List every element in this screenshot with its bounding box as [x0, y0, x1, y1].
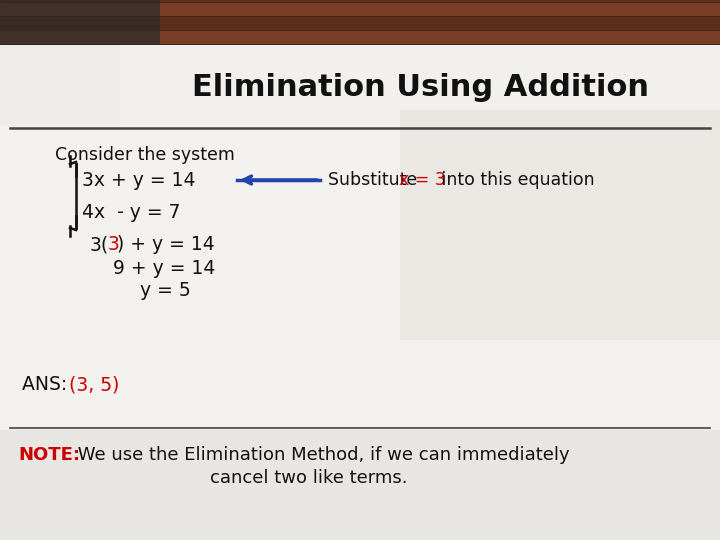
Bar	[120, 70, 720, 450]
Text: 3x + y = 14: 3x + y = 14	[82, 171, 196, 190]
Bar	[0, 430, 720, 540]
Bar	[0, 0, 720, 2]
Bar	[0, 45, 720, 125]
Bar	[0, 30, 720, 44]
Text: 3(: 3(	[90, 235, 109, 254]
Bar	[0, 86, 720, 100]
Text: (3, 5): (3, 5)	[69, 375, 120, 395]
Text: x = 3: x = 3	[399, 171, 446, 189]
Bar	[400, 110, 720, 340]
Text: Consider the system: Consider the system	[55, 146, 235, 164]
Text: NOTE:: NOTE:	[18, 446, 80, 464]
Text: cancel two like terms.: cancel two like terms.	[210, 469, 408, 487]
Bar	[0, 16, 720, 30]
Bar	[0, 70, 120, 450]
Bar	[0, 72, 720, 86]
Text: 4x  - y = 7: 4x - y = 7	[82, 202, 181, 221]
Bar	[0, 0, 160, 100]
Bar	[0, 58, 720, 72]
Text: into this equation: into this equation	[436, 171, 595, 189]
Text: We use the Elimination Method, if we can immediately: We use the Elimination Method, if we can…	[72, 446, 570, 464]
Bar	[120, 45, 720, 125]
Text: 9 + y = 14: 9 + y = 14	[113, 259, 215, 278]
Bar	[0, 0, 720, 100]
Bar	[0, 2, 720, 16]
Text: Elimination Using Addition: Elimination Using Addition	[192, 72, 649, 102]
Text: y = 5: y = 5	[140, 281, 191, 300]
Bar	[0, 44, 720, 58]
Text: ANS:: ANS:	[22, 375, 73, 395]
Text: 3: 3	[108, 235, 120, 254]
Text: Substitute: Substitute	[328, 171, 423, 189]
Text: ) + y = 14: ) + y = 14	[117, 235, 215, 254]
Bar	[120, 45, 720, 125]
Bar	[0, 110, 720, 430]
